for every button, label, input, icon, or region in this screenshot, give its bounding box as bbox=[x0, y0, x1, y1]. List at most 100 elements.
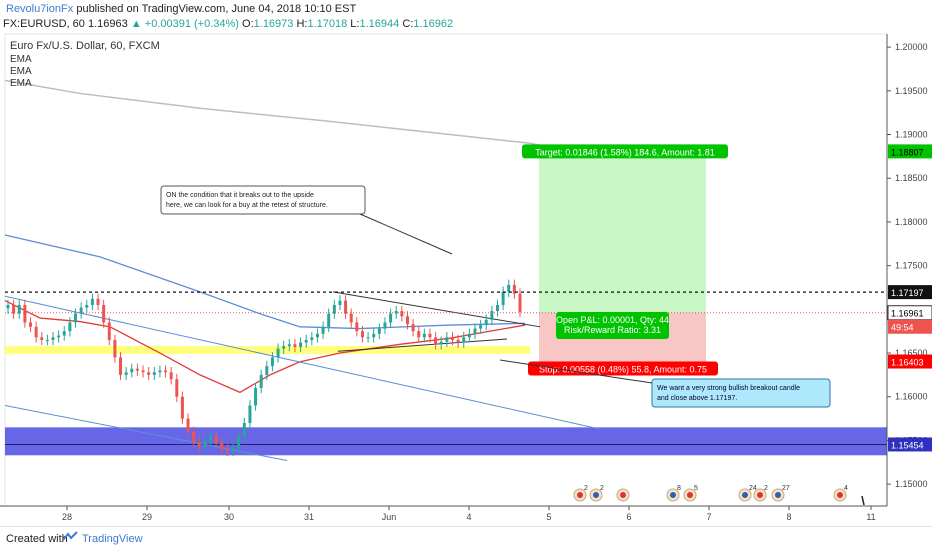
candle-body bbox=[383, 322, 387, 329]
candle-body bbox=[355, 322, 359, 332]
callout-top-box bbox=[160, 185, 366, 215]
candle-body bbox=[400, 311, 404, 317]
candle-body bbox=[152, 372, 156, 375]
candle-body bbox=[214, 436, 218, 444]
event-flag-dot bbox=[742, 492, 748, 498]
pnl-label-box bbox=[556, 311, 669, 339]
candle-body bbox=[321, 326, 325, 334]
time-tick-label: 30 bbox=[224, 512, 234, 522]
candle-body bbox=[147, 372, 151, 375]
time-tick-label: 7 bbox=[706, 512, 711, 522]
time-tick-label: 28 bbox=[62, 512, 72, 522]
candle-body bbox=[518, 293, 522, 312]
price-tick-label: 1.17500 bbox=[895, 261, 928, 271]
ema-red-line bbox=[4, 300, 526, 394]
change-up-icon: ▲ bbox=[130, 18, 142, 30]
author-link[interactable]: Revolu7ionFx bbox=[6, 3, 74, 15]
target-price-tag-bg bbox=[888, 144, 932, 159]
event-flag-dot bbox=[593, 492, 599, 498]
candle-body bbox=[360, 331, 364, 338]
last-price: 1.16963 bbox=[87, 18, 128, 30]
publish-line: Revolu7ionFx published on TradingView.co… bbox=[6, 3, 356, 15]
high-label: H: bbox=[296, 18, 308, 30]
tradingview-link[interactable]: TradingView bbox=[82, 533, 143, 545]
chart-legend-title[interactable]: Euro Fx/U.S. Dollar, 60, FXCM bbox=[10, 40, 160, 52]
candle-body bbox=[6, 304, 10, 309]
target-price-tag: 1.18807 bbox=[891, 147, 924, 157]
resistance-price-tag: 1.17197 bbox=[891, 288, 924, 298]
callout-bottom-box bbox=[651, 378, 831, 408]
candle-body bbox=[17, 304, 21, 314]
countdown-tag-bg bbox=[888, 319, 932, 334]
candle-body bbox=[366, 337, 370, 339]
price-tick-label: 1.20000 bbox=[895, 42, 928, 52]
candle-body bbox=[62, 331, 66, 336]
candle-body bbox=[40, 337, 44, 340]
stop-label-box bbox=[528, 361, 718, 376]
candle-body bbox=[434, 337, 438, 345]
price-tick-label: 1.18500 bbox=[895, 173, 928, 183]
candle-body bbox=[293, 344, 297, 347]
candle-body bbox=[259, 374, 263, 388]
candle-body bbox=[405, 316, 409, 325]
time-tick-label: Jun bbox=[382, 512, 397, 522]
candle-body bbox=[237, 436, 241, 448]
candle-body bbox=[445, 337, 449, 342]
yellow-zone bbox=[5, 346, 530, 354]
callout-top-text: ON the condition that it breaks out to t… bbox=[166, 192, 314, 199]
annotations[interactable]: Target: 0.01846 (1.58%) 184.6, Amount: 1… bbox=[160, 144, 831, 408]
support-zone bbox=[5, 427, 887, 456]
price-tick-label: 1.18000 bbox=[895, 217, 928, 227]
legend-ema-2[interactable]: EMA bbox=[10, 66, 32, 77]
descending-trendline bbox=[332, 291, 541, 328]
candle-body bbox=[130, 368, 134, 373]
time-tick-label: 5 bbox=[546, 512, 551, 522]
low-label: L: bbox=[350, 18, 360, 30]
candle-body bbox=[220, 443, 224, 450]
quote-line: FX:EURUSD, 60 1.16963 ▲ +0.00391 (+0.34%… bbox=[3, 18, 453, 30]
candle-body bbox=[501, 291, 505, 305]
close-value: 1.16962 bbox=[413, 18, 454, 30]
price-tags: 1.18807 1.17197 1.16961 49:54 1.16403 1.15454 bbox=[887, 144, 932, 452]
candle-body bbox=[495, 304, 499, 312]
level-lines bbox=[5, 291, 887, 314]
low-value: 1.16944 bbox=[359, 18, 400, 30]
current-price-tag: 1.16961 bbox=[891, 309, 924, 319]
candle-body bbox=[349, 313, 353, 323]
event-count: 4 bbox=[844, 485, 848, 492]
time-tick-label: 4 bbox=[466, 512, 471, 522]
candle-body bbox=[197, 442, 201, 447]
time-tick-label: 29 bbox=[142, 512, 152, 522]
ema-gray-line bbox=[4, 79, 540, 146]
event-flag-dot bbox=[620, 492, 626, 498]
candle-body bbox=[119, 357, 123, 375]
support-price-tag-bg bbox=[888, 437, 932, 452]
tradingview-logo-icon bbox=[62, 531, 78, 541]
candle-body bbox=[180, 396, 184, 419]
candle-body bbox=[12, 304, 16, 314]
price-tick-label: 1.16500 bbox=[895, 348, 928, 358]
legend-ema-3[interactable]: EMA bbox=[10, 78, 32, 89]
open-value: 1.16973 bbox=[253, 18, 294, 30]
price-axis[interactable]: 1.150001.155001.160001.165001.170001.175… bbox=[886, 34, 928, 506]
callout-bottom-text: and close above 1.17197. bbox=[657, 395, 737, 402]
candle-body bbox=[422, 333, 426, 338]
candle-body bbox=[225, 449, 229, 451]
candle-body bbox=[344, 300, 348, 314]
change: +0.00391 (+0.34%) bbox=[144, 18, 239, 30]
candle-body bbox=[51, 337, 55, 340]
target-label-text: Target: 0.01846 (1.58%) 184.6, Amount: 1… bbox=[535, 147, 715, 157]
candle-body bbox=[113, 339, 117, 358]
event-markers[interactable]: 2 2 8 5 24 2 27 4 bbox=[573, 485, 865, 506]
legend-ema-1[interactable]: EMA bbox=[10, 54, 32, 65]
candle-body bbox=[484, 319, 488, 326]
callout-top-text: here, we can look for a buy at the retes… bbox=[166, 202, 328, 209]
candle-body bbox=[428, 333, 432, 338]
event-count: 27 bbox=[782, 485, 790, 492]
time-axis[interactable]: 28 29 30 31 Jun 4 5 6 7 8 11 bbox=[0, 505, 887, 522]
ema-blue-line bbox=[4, 234, 526, 330]
candle-body bbox=[299, 342, 303, 347]
candle-body bbox=[372, 333, 376, 338]
candle-body bbox=[23, 304, 27, 323]
